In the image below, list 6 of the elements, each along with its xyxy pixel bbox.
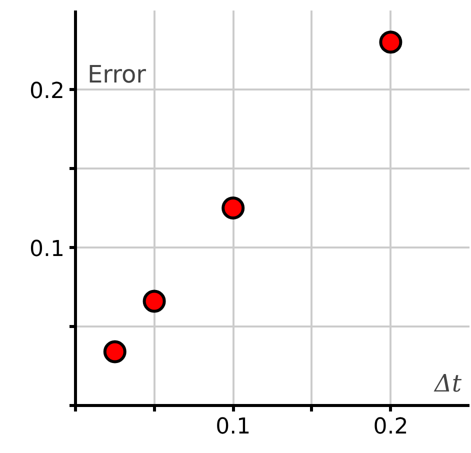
point — [222, 196, 245, 220]
point — [379, 30, 402, 54]
point — [142, 290, 166, 313]
point — [103, 340, 126, 364]
y-axis-title: Error — [88, 60, 146, 88]
x-axis-title: Δt — [434, 370, 462, 398]
